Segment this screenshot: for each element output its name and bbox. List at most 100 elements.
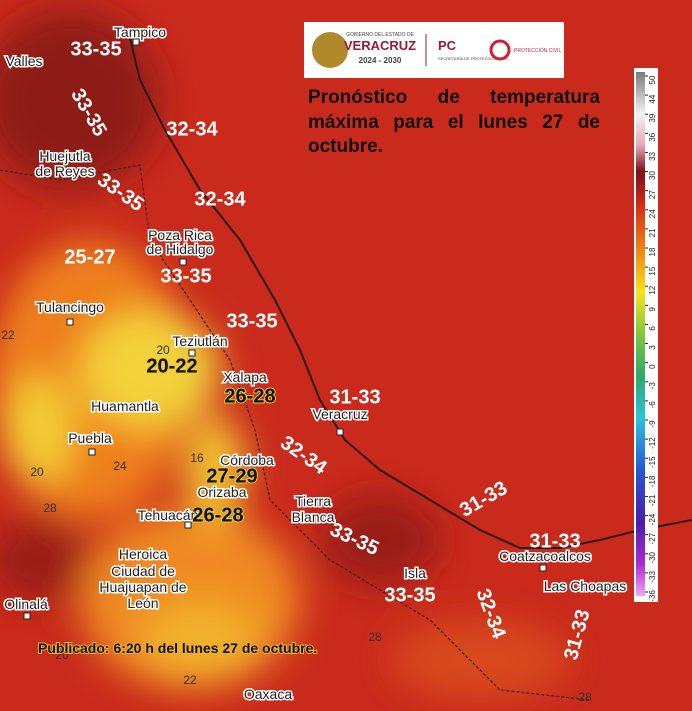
contour-label: 28: [578, 690, 592, 704]
logo-text: SECRETARÍA DE PROTECCIÓN CIVIL: [438, 56, 509, 61]
contour-label: 20: [55, 648, 69, 662]
colorbar-tick-label: 12: [648, 285, 657, 294]
colorbar-tick-label: -27: [648, 532, 657, 544]
city-label: Isla: [404, 565, 426, 581]
logo-text: 2024 - 2030: [359, 56, 402, 65]
city-label: Tulancingo: [36, 299, 104, 315]
colorbar-tick-label: 18: [648, 247, 657, 256]
colorbar-tick-label: 36: [648, 132, 657, 141]
logo-text: VERACRUZ: [344, 38, 416, 53]
city-marker: [179, 258, 187, 266]
city-label: Ciudad de: [111, 563, 175, 579]
city-label: Valles: [5, 53, 42, 69]
colorbar-tick-label: 21: [648, 228, 657, 237]
city-marker: [23, 612, 31, 620]
colorbar-tick-label: -30: [648, 551, 657, 563]
colorbar-tick-label: -36: [648, 590, 657, 602]
colorbar-tick-label: 27: [648, 190, 657, 199]
colorbar-tick-label: 44: [648, 94, 657, 103]
colorbar-tick-label: -15: [648, 456, 657, 468]
city-label: Coatzacoalcos: [499, 548, 591, 564]
range-label: 20-22: [146, 355, 197, 377]
city-marker: [188, 349, 196, 357]
contour-label: 22: [183, 673, 197, 687]
temperature-field: [0, 10, 570, 700]
title-box: Pronóstico de temperatura máxima para el…: [308, 87, 600, 158]
range-label: 26-28: [192, 504, 243, 526]
range-label: 31-33: [329, 386, 380, 408]
city-label: de Hidalgo: [147, 241, 214, 257]
colorbar-tick-label: 50: [648, 75, 657, 84]
city-label: Tampico: [114, 24, 166, 40]
city-label: Xalapa: [223, 369, 267, 385]
range-label: 33-35: [160, 265, 211, 287]
city-label: Oaxaca: [244, 686, 292, 702]
colorbar: [636, 72, 645, 596]
colorbar-tick-label: 30: [648, 171, 657, 180]
range-label: 33-35: [226, 310, 277, 332]
city-label: Tierra: [295, 493, 331, 509]
state-border: [0, 164, 591, 701]
range-label: 31-33: [529, 530, 580, 552]
range-label: 33-35: [384, 584, 435, 606]
city-label: Puebla: [68, 430, 112, 446]
logo-pc-icon: [489, 39, 511, 61]
contour-label: 28: [43, 501, 57, 515]
contour-label: 22: [1, 328, 15, 342]
city-label: Huamantla: [91, 398, 159, 414]
city-label: Heroica: [119, 546, 167, 562]
colorbar-tick-label: -3: [648, 382, 657, 390]
city-label: Tehuacán: [138, 507, 199, 523]
colorbar-tick-label: -18: [648, 475, 657, 487]
contour-label: 20: [30, 465, 44, 479]
colorbar-tick-label: -6: [648, 401, 657, 409]
city-label: Las Choapas: [544, 578, 627, 594]
range-label: 32-34: [194, 188, 246, 210]
city-marker: [66, 318, 74, 326]
contour-label: 20: [156, 343, 170, 357]
title: Pronóstico de temperatura máxima para el…: [308, 87, 600, 158]
colorbar-tick-label: 0: [648, 364, 657, 369]
colorbar-tick-label: -12: [648, 437, 657, 449]
colorbar-tick-label: -24: [648, 513, 657, 525]
city-label: Huejutla: [39, 148, 91, 164]
colorbar-tick-label: 33: [648, 151, 657, 160]
colorbar-tick-label: 9: [648, 307, 657, 312]
range-label: 26-28: [224, 385, 275, 407]
logo-text: PROTECCIÓN CIVIL: [514, 47, 561, 54]
range-label: 27-29: [206, 465, 257, 487]
city-marker: [88, 448, 96, 456]
colorbar-tick-label: 6: [648, 326, 657, 331]
contour-label: 24: [113, 459, 127, 473]
logo-text: GOBIERNO DEL ESTADO DE: [346, 32, 414, 38]
colorbar-tick-label: -9: [648, 420, 657, 428]
colorbar-tick-label: -21: [648, 494, 657, 506]
city-marker: [232, 457, 240, 465]
city-label: Huajuapan de: [99, 579, 186, 595]
range-label: 32-34: [166, 118, 218, 140]
colorbar-tick-label: 15: [648, 266, 657, 275]
range-label: 33-35: [70, 38, 121, 60]
city-label: Olinalá: [4, 596, 48, 612]
city-label: de Reyes: [35, 163, 94, 179]
colorbar-tick-label: -33: [648, 571, 657, 583]
logo-text: PC: [438, 38, 457, 53]
city-label: Veracruz: [312, 406, 367, 422]
city-label: León: [127, 595, 158, 611]
colorbar-tick-label: 39: [648, 113, 657, 122]
logo-shield: [312, 32, 348, 68]
coastline: [127, 29, 692, 549]
city-marker: [336, 428, 344, 436]
city-label: Teziutlán: [172, 333, 227, 349]
contour-label: 28: [368, 630, 382, 644]
city-label: Córdoba: [220, 452, 274, 468]
published-note: Publicado: 6:20 h del lunes 27 de octubr…: [38, 640, 317, 656]
city-marker: [184, 521, 192, 529]
range-label: 25-27: [64, 246, 115, 268]
city-label: Blanca: [292, 509, 335, 525]
city-label: Orizaba: [197, 484, 246, 500]
city-label: Poza Rica: [148, 227, 212, 243]
city-marker: [539, 564, 547, 572]
